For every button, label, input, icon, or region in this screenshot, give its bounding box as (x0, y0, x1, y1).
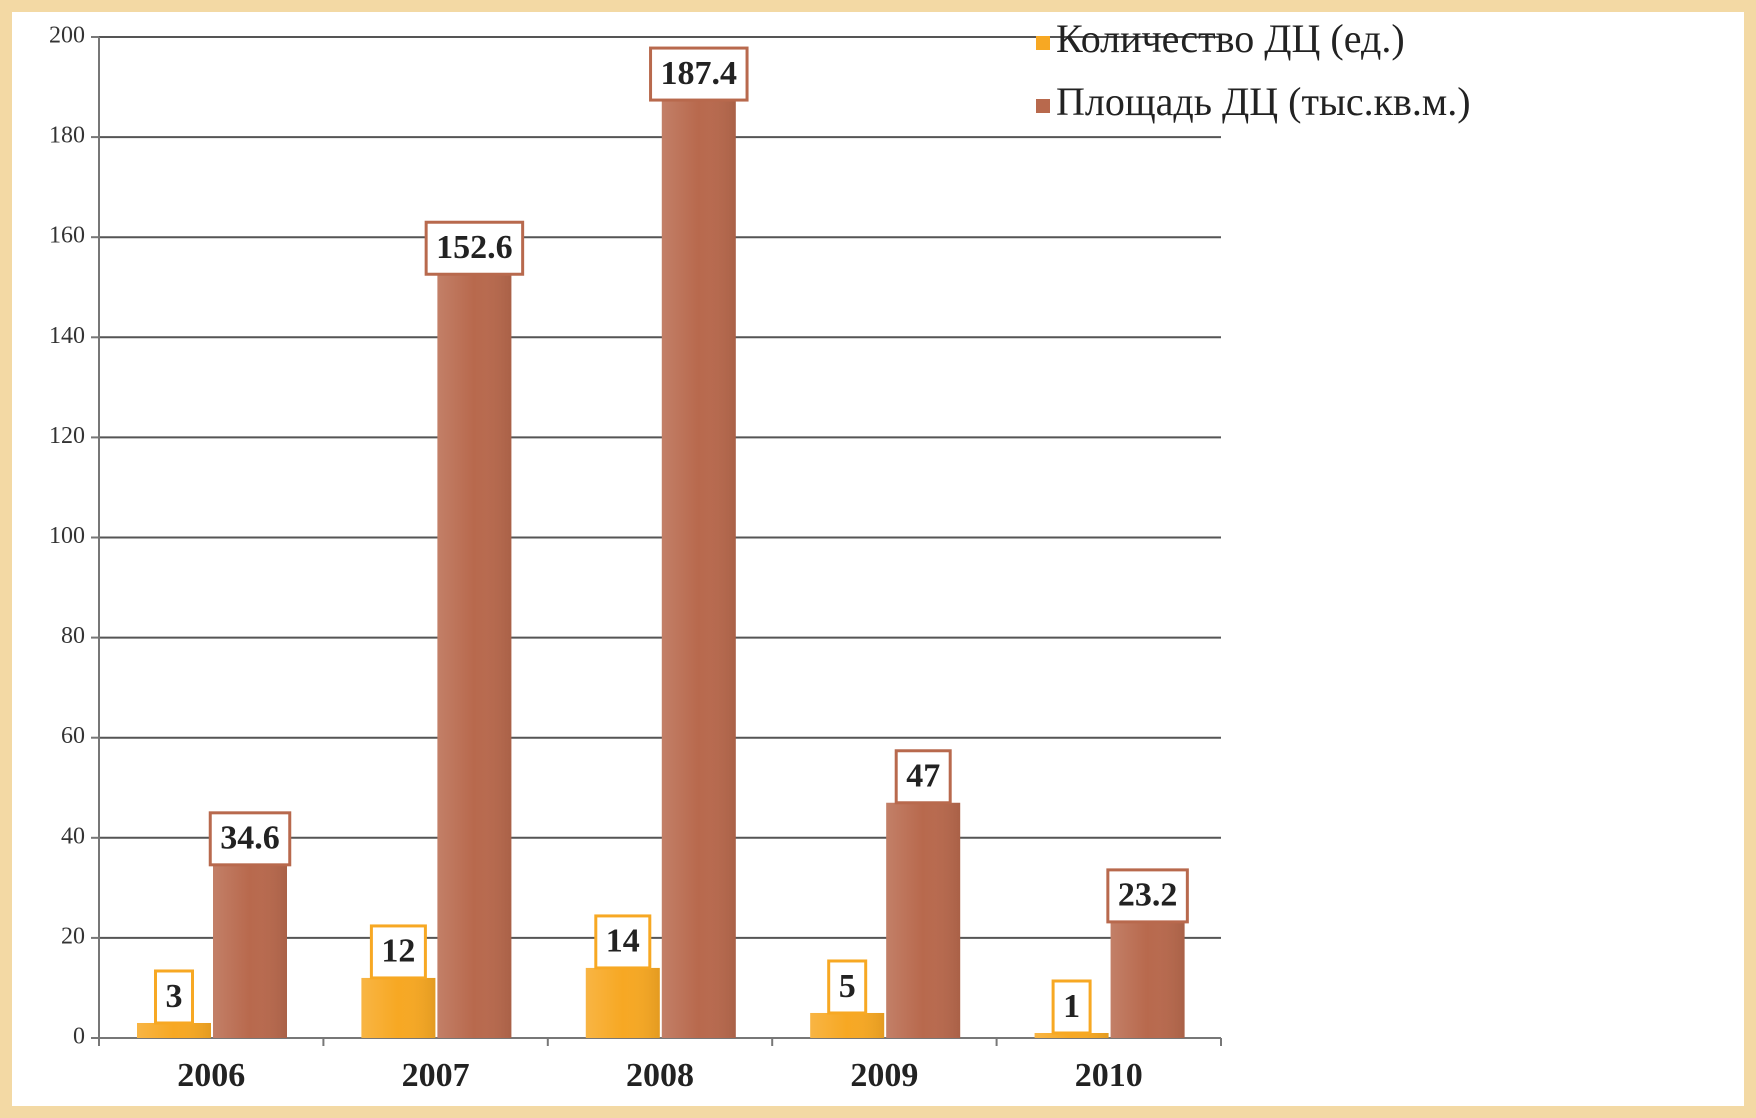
y-tick-label: 0 (73, 1024, 85, 1050)
y-tick-label: 140 (49, 323, 85, 349)
x-tick-label: 2007 (402, 1057, 470, 1094)
data-label: 34.6 (220, 820, 280, 857)
bar-shade (886, 802, 961, 1038)
plot-background (12, 12, 1744, 1106)
data-label-box (154, 969, 194, 1025)
legend-swatch (1036, 36, 1050, 50)
y-tick-label: 120 (49, 423, 85, 449)
y-tick-label: 20 (61, 923, 85, 949)
bar-shade (585, 967, 660, 1038)
data-label-box (1106, 868, 1189, 924)
y-tick-label: 200 (49, 23, 85, 49)
bar-shade (810, 1012, 885, 1038)
x-tick-label: 2009 (850, 1057, 918, 1094)
data-label: 14 (606, 923, 640, 960)
legend-label: Количество ДЦ (ед.) (1056, 16, 1405, 61)
bar-shade (1110, 921, 1185, 1038)
x-tick-label: 2008 (626, 1057, 694, 1094)
bar-shade (437, 274, 512, 1038)
data-label-box (208, 811, 292, 867)
y-tick-label: 80 (61, 623, 85, 649)
bar-shade (137, 1022, 211, 1038)
data-label-box (649, 46, 749, 102)
legend-swatch (1036, 99, 1050, 113)
x-tick-label: 2010 (1075, 1057, 1143, 1094)
bar-shade (661, 100, 736, 1039)
data-label: 1 (1063, 988, 1080, 1025)
data-label-box (424, 220, 525, 276)
legend-label: Площадь ДЦ (тыс.кв.м.) (1056, 79, 1471, 124)
data-label-box (894, 749, 952, 805)
data-label-box (1051, 979, 1092, 1035)
bar-shade (361, 977, 436, 1038)
y-tick-label: 60 (61, 723, 85, 749)
data-label: 187.4 (661, 55, 738, 92)
data-label: 23.2 (1118, 877, 1178, 914)
y-tick-label: 160 (49, 223, 85, 249)
data-label: 3 (166, 978, 183, 1015)
data-label-box (827, 959, 868, 1015)
data-label: 5 (839, 968, 856, 1005)
y-tick-label: 180 (49, 123, 85, 149)
y-tick-label: 40 (61, 823, 85, 849)
bar-shade (213, 864, 287, 1038)
data-label-box (369, 924, 427, 980)
data-label: 152.6 (436, 229, 513, 266)
x-tick-label: 2006 (177, 1057, 245, 1094)
bar-shade (1034, 1032, 1109, 1038)
y-tick-label: 100 (49, 523, 85, 549)
data-label: 47 (906, 758, 940, 795)
data-label-box (594, 914, 652, 970)
data-label: 12 (381, 933, 415, 970)
